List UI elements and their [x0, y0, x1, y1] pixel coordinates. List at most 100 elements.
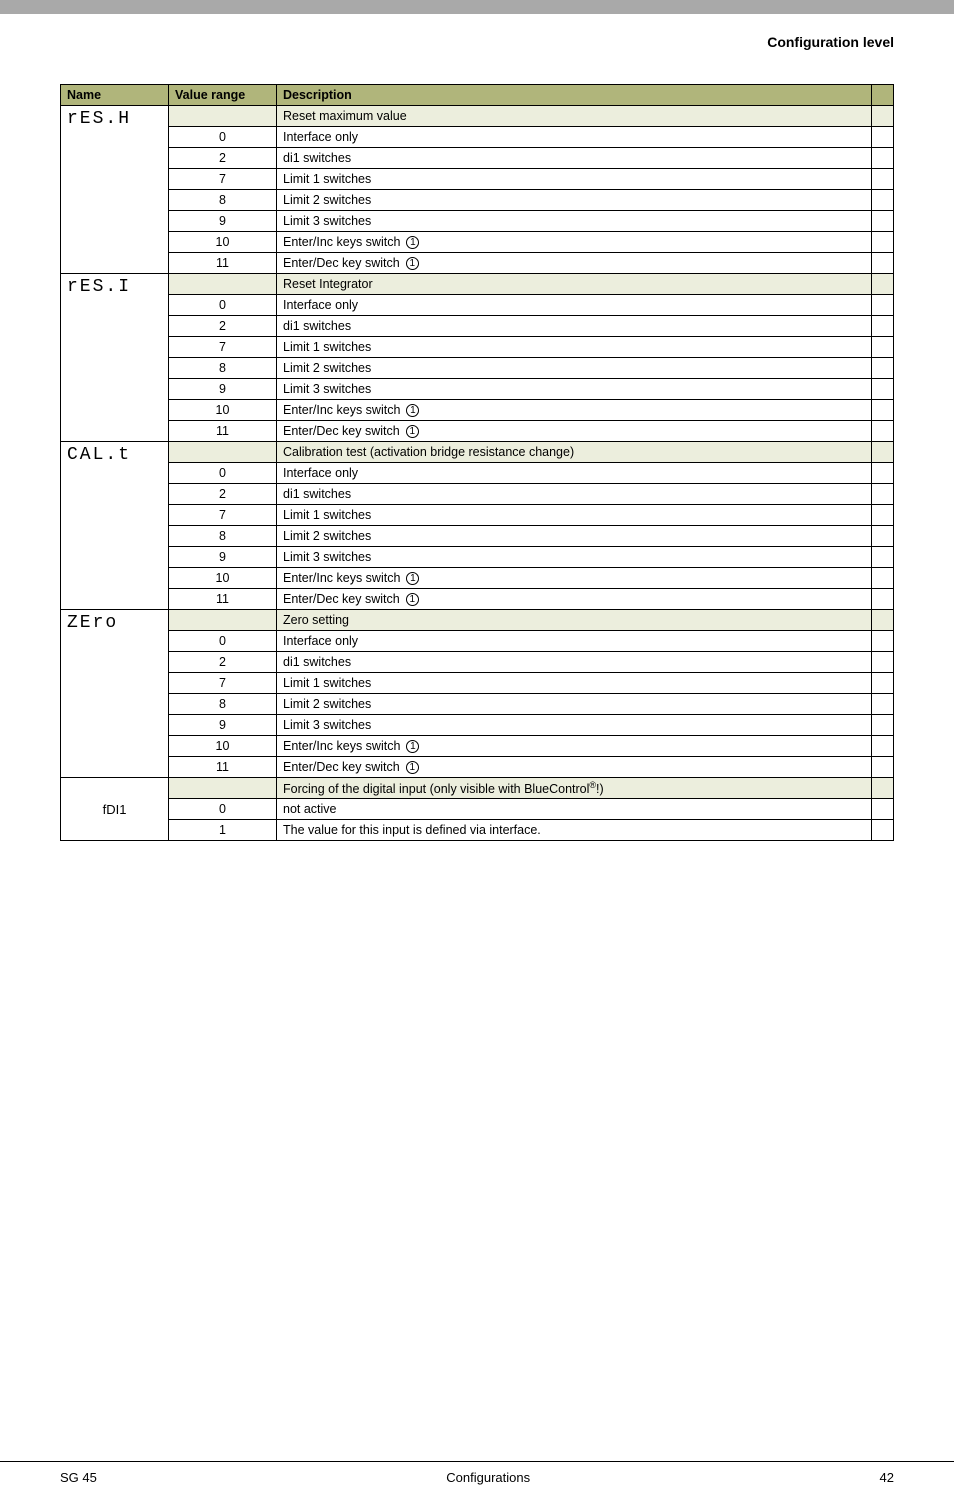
desc-cell: Enter/Inc keys switch1	[277, 232, 872, 253]
desc-cell: Limit 3 switches	[277, 715, 872, 736]
table-row: 11Enter/Dec key switch1	[61, 589, 894, 610]
section-title: Calibration test (activation bridge resi…	[277, 442, 872, 463]
table-row: 8Limit 2 switches	[61, 190, 894, 211]
value-cell: 2	[169, 652, 277, 673]
desc-cell: Limit 2 switches	[277, 526, 872, 547]
table-row: 9Limit 3 switches	[61, 715, 894, 736]
footer-center: Configurations	[446, 1470, 530, 1485]
desc-cell: Limit 1 switches	[277, 169, 872, 190]
circled-note-icon: 1	[406, 404, 419, 417]
table-row: 2di1 switches	[61, 652, 894, 673]
section-row: rES.HReset maximum value	[61, 106, 894, 127]
value-cell: 7	[169, 505, 277, 526]
spare-cell	[872, 358, 894, 379]
footer-left: SG 45	[60, 1470, 97, 1485]
spare-cell	[872, 568, 894, 589]
value-cell: 0	[169, 295, 277, 316]
table-row: 0Interface only	[61, 463, 894, 484]
desc-cell: Enter/Dec key switch1	[277, 757, 872, 778]
value-cell: 10	[169, 736, 277, 757]
value-cell: 10	[169, 568, 277, 589]
value-cell: 9	[169, 547, 277, 568]
spare-cell	[872, 253, 894, 274]
desc-cell: Limit 3 switches	[277, 547, 872, 568]
value-cell: 9	[169, 715, 277, 736]
col-range: Value range	[169, 85, 277, 106]
desc-cell: Enter/Inc keys switch1	[277, 400, 872, 421]
value-cell: 8	[169, 190, 277, 211]
table-row: 7Limit 1 switches	[61, 169, 894, 190]
table-row: 10Enter/Inc keys switch1	[61, 232, 894, 253]
value-cell: 11	[169, 757, 277, 778]
desc-cell: Limit 1 switches	[277, 337, 872, 358]
circled-note-icon: 1	[406, 572, 419, 585]
desc-cell: di1 switches	[277, 316, 872, 337]
spare-cell	[872, 421, 894, 442]
table-row: 0Interface only	[61, 631, 894, 652]
spare-cell	[872, 694, 894, 715]
value-cell: 0	[169, 127, 277, 148]
section-spare	[872, 442, 894, 463]
desc-cell: Limit 2 switches	[277, 694, 872, 715]
value-cell: 2	[169, 484, 277, 505]
value-cell: 7	[169, 169, 277, 190]
spare-cell	[872, 652, 894, 673]
table-row: 11Enter/Dec key switch1	[61, 421, 894, 442]
section-val-blank	[169, 610, 277, 631]
circled-note-icon: 1	[406, 425, 419, 438]
spare-cell	[872, 400, 894, 421]
value-cell: 2	[169, 316, 277, 337]
desc-cell: di1 switches	[277, 652, 872, 673]
spare-cell	[872, 757, 894, 778]
param-name: rES.H	[61, 106, 169, 274]
section-spare	[872, 274, 894, 295]
col-desc: Description	[277, 85, 872, 106]
section-title: Zero setting	[277, 610, 872, 631]
table-row: 10Enter/Inc keys switch1	[61, 400, 894, 421]
table-row: 9Limit 3 switches	[61, 211, 894, 232]
desc-cell: di1 switches	[277, 484, 872, 505]
circled-note-icon: 1	[406, 761, 419, 774]
desc-cell: Limit 2 switches	[277, 190, 872, 211]
desc-cell: Limit 1 switches	[277, 505, 872, 526]
desc-cell: Interface only	[277, 295, 872, 316]
table-row: 7Limit 1 switches	[61, 673, 894, 694]
spare-cell	[872, 337, 894, 358]
section-row: ZEroZero setting	[61, 610, 894, 631]
value-cell: 10	[169, 400, 277, 421]
value-cell: 7	[169, 337, 277, 358]
table-row: 9Limit 3 switches	[61, 379, 894, 400]
section-val-blank	[169, 442, 277, 463]
section-row: rES.IReset Integrator	[61, 274, 894, 295]
section-spare	[872, 610, 894, 631]
value-cell: 0	[169, 631, 277, 652]
table-row: 2di1 switches	[61, 148, 894, 169]
desc-cell: Limit 2 switches	[277, 358, 872, 379]
desc-cell: di1 switches	[277, 148, 872, 169]
desc-cell: not active	[277, 799, 872, 820]
spare-cell	[872, 169, 894, 190]
circled-note-icon: 1	[406, 740, 419, 753]
param-name: rES.I	[61, 274, 169, 442]
spare-cell	[872, 190, 894, 211]
page-body: Configuration level Name Value range Des…	[0, 14, 954, 841]
table-header-row: Name Value range Description	[61, 85, 894, 106]
spare-cell	[872, 232, 894, 253]
config-table: Name Value range Description rES.HReset …	[60, 84, 894, 841]
param-name: fDI1	[61, 778, 169, 841]
desc-cell: Interface only	[277, 127, 872, 148]
param-name: CAL.t	[61, 442, 169, 610]
table-row: 0not active	[61, 799, 894, 820]
table-row: 7Limit 1 switches	[61, 337, 894, 358]
spare-cell	[872, 379, 894, 400]
desc-cell: Enter/Dec key switch1	[277, 253, 872, 274]
table-row: 10Enter/Inc keys switch1	[61, 736, 894, 757]
table-row: 9Limit 3 switches	[61, 547, 894, 568]
spare-cell	[872, 589, 894, 610]
circled-note-icon: 1	[406, 236, 419, 249]
table-row: 8Limit 2 switches	[61, 526, 894, 547]
table-row: 1The value for this input is defined via…	[61, 820, 894, 841]
circled-note-icon: 1	[406, 593, 419, 606]
table-row: 11Enter/Dec key switch1	[61, 253, 894, 274]
footer-right: 42	[880, 1470, 894, 1485]
